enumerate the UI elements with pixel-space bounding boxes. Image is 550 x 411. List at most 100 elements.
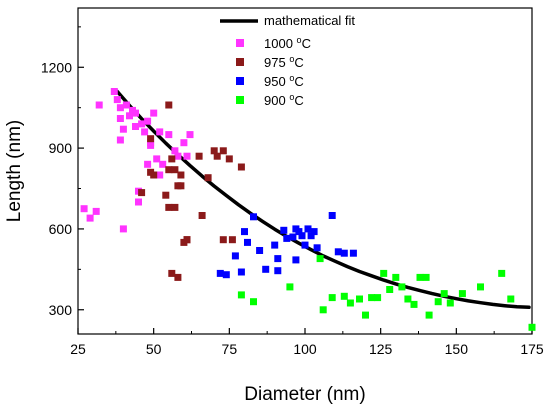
point-series-0 [150,109,158,117]
point-series-1 [165,166,173,174]
point-series-0 [116,136,124,144]
point-series-1 [150,171,158,179]
point-series-3 [386,286,394,293]
point-series-0 [132,109,139,117]
point-series-2 [328,212,336,219]
point-series-3 [374,294,382,302]
point-series-3 [328,294,336,302]
point-series-2 [283,234,291,242]
point-series-0 [122,101,130,109]
point-series-2 [256,247,264,254]
point-series-2 [292,256,300,264]
point-series-3 [477,283,484,291]
point-series-1 [171,203,179,211]
point-series-2 [307,232,315,240]
legend-label-unit: C [294,55,303,70]
point-series-0 [132,123,139,130]
x-tick-label: 125 [369,341,393,357]
point-series-2 [289,233,297,241]
point-series-3 [340,292,348,300]
x-tick-label: 50 [146,341,162,357]
point-series-3 [368,294,376,302]
point-series-2 [274,267,282,275]
legend-label-degree: o [289,54,294,64]
point-series-1 [138,189,146,197]
x-tick-label: 25 [70,341,86,357]
legend-swatch-1 [236,58,244,66]
x-axis-title: Diameter (nm) [244,384,365,405]
legend-swatch-0 [236,39,244,47]
points-layer [80,88,536,331]
point-series-1 [237,163,245,171]
legend-label-degree: o [297,35,302,45]
point-series-3 [498,269,506,277]
point-series-1 [165,203,173,211]
x-tick-label: 175 [520,341,544,357]
legend-label-temp: 1000 [264,36,297,51]
point-series-2 [250,213,257,221]
point-series-3 [404,295,412,303]
point-series-3 [507,295,515,303]
point-series-2 [280,226,288,234]
point-series-1 [204,174,212,182]
point-series-0 [110,88,118,95]
y-tick-label: 1200 [41,59,72,75]
y-tick-label: 900 [49,140,73,156]
y-tick-label: 300 [49,302,73,318]
y-axis-title: Length (nm) [4,120,25,222]
point-series-3 [422,273,430,281]
point-series-3 [346,299,354,307]
legend-label-degree: o [289,92,294,102]
point-series-0 [144,117,152,125]
point-series-0 [86,214,94,222]
point-series-1 [183,236,191,244]
x-tick-label: 100 [293,341,317,357]
point-series-2 [222,271,230,279]
point-series-2 [334,248,342,256]
point-series-3 [398,283,406,291]
point-series-2 [244,238,251,246]
point-series-2 [340,249,348,257]
point-series-0 [153,155,161,163]
point-series-0 [147,141,155,149]
point-series-1 [228,236,236,244]
point-series-0 [80,205,88,213]
point-series-2 [298,232,306,240]
x-axis-ticks: 25 50 75 100 125 150 175 [70,328,544,357]
point-series-1 [219,147,227,155]
point-series-3 [319,306,327,314]
point-series-1 [198,212,206,219]
legend-label-temp: 900 [264,93,289,108]
point-series-0 [180,139,188,147]
y-axis-ticks: 300 600 900 1200 [41,26,84,318]
point-series-3 [380,269,388,277]
point-series-0 [113,96,121,104]
point-series-1 [168,155,176,163]
point-series-0 [159,160,167,168]
point-series-3 [392,273,400,281]
point-series-1 [171,166,179,174]
point-series-3 [356,295,363,303]
point-series-1 [177,182,185,190]
legend-label-unit: C [302,36,311,51]
point-series-0 [126,112,133,120]
point-series-0 [119,125,127,133]
point-series-1 [147,135,155,143]
point-series-0 [92,207,100,215]
point-series-2 [237,268,245,276]
point-series-0 [144,160,152,168]
point-series-0 [174,152,182,160]
point-series-0 [171,147,179,155]
point-series-2 [301,241,309,249]
point-series-0 [183,152,191,160]
point-series-3 [440,290,448,298]
point-series-1 [174,273,182,281]
point-series-0 [116,104,124,112]
point-series-2 [304,225,312,233]
point-series-1 [213,152,221,160]
legend-label-degree: o [289,73,294,83]
point-series-1 [225,155,233,163]
point-series-3 [446,299,454,307]
